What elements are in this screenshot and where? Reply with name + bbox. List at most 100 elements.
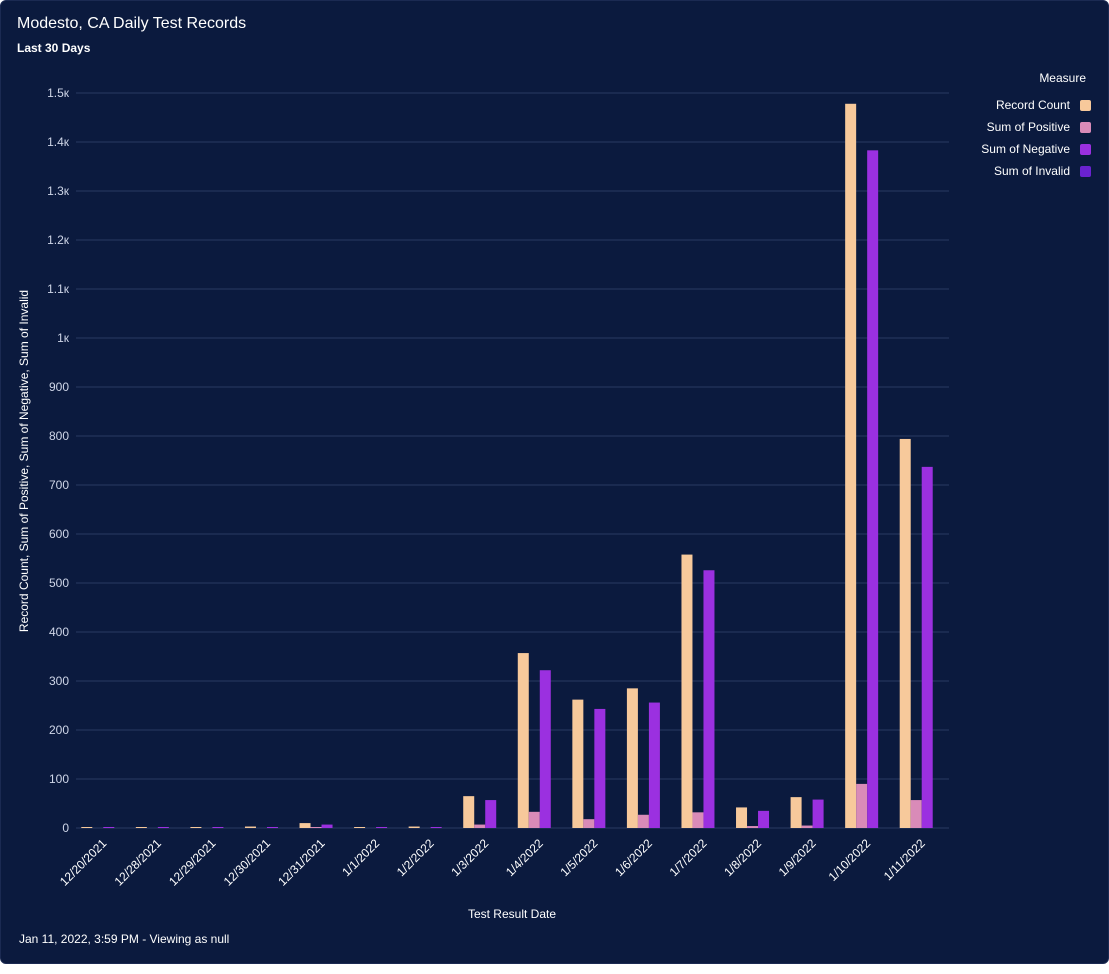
bar[interactable] (212, 827, 224, 828)
bar[interactable] (867, 150, 879, 828)
bar[interactable] (572, 699, 584, 828)
x-tick-label: 12/31/2021 (275, 836, 328, 889)
y-tick-label: 300 (49, 674, 69, 688)
y-tick-label: 1.4к (47, 135, 70, 149)
bar[interactable] (801, 825, 813, 828)
legend-item-label: Sum of Positive (986, 120, 1070, 134)
y-tick-label: 1.1к (47, 282, 70, 296)
legend-swatch (1080, 165, 1091, 177)
bar[interactable] (244, 826, 256, 828)
bar[interactable] (845, 103, 857, 828)
bar[interactable] (485, 800, 497, 828)
legend-item-label: Record Count (995, 98, 1070, 112)
y-tick-label: 1.5к (47, 86, 70, 100)
bar[interactable] (747, 826, 759, 828)
legend-item-label: Sum of Negative (981, 142, 1070, 156)
legend-items: Record Count Sum of Positive Sum of Negati… (961, 94, 1091, 182)
bar[interactable] (135, 827, 147, 828)
x-tick-label: 12/29/2021 (166, 836, 219, 889)
y-tick-label: 1.2к (47, 233, 70, 247)
x-tick-label: 1/8/2022 (721, 836, 764, 879)
bar[interactable] (790, 797, 802, 828)
legend-title: Measure (1039, 71, 1086, 85)
x-tick-label: 1/2/2022 (394, 836, 437, 879)
y-tick-label: 500 (49, 576, 69, 590)
legend-swatch (1080, 99, 1091, 111)
bar[interactable] (376, 827, 388, 828)
x-tick-label: 12/28/2021 (112, 836, 165, 889)
legend-item[interactable]: Record Count (961, 94, 1091, 116)
legend-item-label: Sum of Invalid (993, 164, 1070, 178)
y-tick-label: 800 (49, 429, 69, 443)
x-tick-label: 1/4/2022 (503, 836, 546, 879)
bar[interactable] (856, 783, 868, 828)
gridlines (76, 92, 949, 829)
chart-subtitle: Last 30 Days (17, 41, 91, 55)
bar[interactable] (648, 702, 660, 828)
bar[interactable] (321, 824, 333, 828)
bars (81, 103, 933, 828)
bar[interactable] (910, 800, 922, 828)
bar[interactable] (310, 827, 322, 828)
y-tick-label: 700 (49, 478, 69, 492)
legend-item[interactable]: Sum of Negative (961, 138, 1091, 160)
y-axis-label: Record Count, Sum of Positive, Sum of Ne… (17, 290, 31, 632)
bar[interactable] (899, 438, 911, 828)
legend: Measure Record Count Sum of Positive Sum o… (961, 71, 1091, 182)
y-tick-label: 400 (49, 625, 69, 639)
bar[interactable] (299, 823, 311, 828)
bar[interactable] (354, 827, 366, 828)
x-tick-label: 1/7/2022 (667, 836, 710, 879)
x-tick-label: 12/30/2021 (221, 836, 274, 889)
x-tick-label: 1/1/2022 (339, 836, 382, 879)
x-axis-ticks: 12/20/2021 12/28/2021 12/29/2021 12/30/2021… (57, 836, 928, 889)
y-tick-label: 600 (49, 527, 69, 541)
y-tick-label: 0 (62, 821, 69, 835)
bar[interactable] (736, 807, 748, 828)
footer-timestamp: Jan 11, 2022, 3:59 PM - Viewing as null (19, 932, 230, 946)
bar[interactable] (81, 827, 93, 828)
bar[interactable] (266, 827, 278, 828)
y-axis-ticks: 0 100 200 300 400 500 600 700 800 900 1к 1.1к 1.2к 1.… (47, 86, 70, 835)
bar[interactable] (157, 827, 169, 828)
y-tick-label: 1.3к (47, 184, 70, 198)
x-axis-label: Test Result Date (468, 907, 556, 921)
x-tick-label: 12/20/2021 (57, 836, 110, 889)
bar[interactable] (637, 814, 649, 828)
legend-swatch (1080, 143, 1091, 155)
bar[interactable] (408, 826, 420, 828)
legend-item[interactable]: Sum of Positive (961, 116, 1091, 138)
bar[interactable] (430, 827, 442, 828)
x-tick-label: 1/3/2022 (448, 836, 491, 879)
y-tick-label: 900 (49, 380, 69, 394)
legend-swatch (1080, 121, 1091, 133)
bar[interactable] (692, 812, 704, 828)
bar[interactable] (528, 811, 540, 828)
bar[interactable] (626, 688, 638, 828)
x-tick-label: 1/6/2022 (612, 836, 655, 879)
bar[interactable] (681, 554, 693, 828)
x-tick-label: 1/10/2022 (826, 836, 874, 884)
bar[interactable] (474, 824, 486, 828)
bar[interactable] (594, 708, 606, 828)
x-tick-label: 1/11/2022 (881, 836, 928, 883)
bar[interactable] (517, 653, 529, 828)
y-tick-label: 100 (49, 772, 69, 786)
bar[interactable] (190, 827, 202, 828)
y-tick-label: 1к (57, 331, 70, 345)
bar[interactable] (921, 466, 933, 828)
bar[interactable] (103, 827, 115, 828)
bar[interactable] (812, 799, 824, 828)
bar[interactable] (758, 810, 770, 828)
bar[interactable] (539, 670, 551, 828)
bar[interactable] (583, 819, 595, 828)
legend-item[interactable]: Sum of Invalid (961, 160, 1091, 182)
bar[interactable] (463, 796, 475, 828)
chart-title: Modesto, CA Daily Test Records (17, 15, 247, 32)
bar[interactable] (703, 570, 715, 828)
y-tick-label: 200 (49, 723, 69, 737)
x-tick-label: 1/9/2022 (776, 836, 819, 879)
x-tick-label: 1/5/2022 (558, 836, 601, 879)
